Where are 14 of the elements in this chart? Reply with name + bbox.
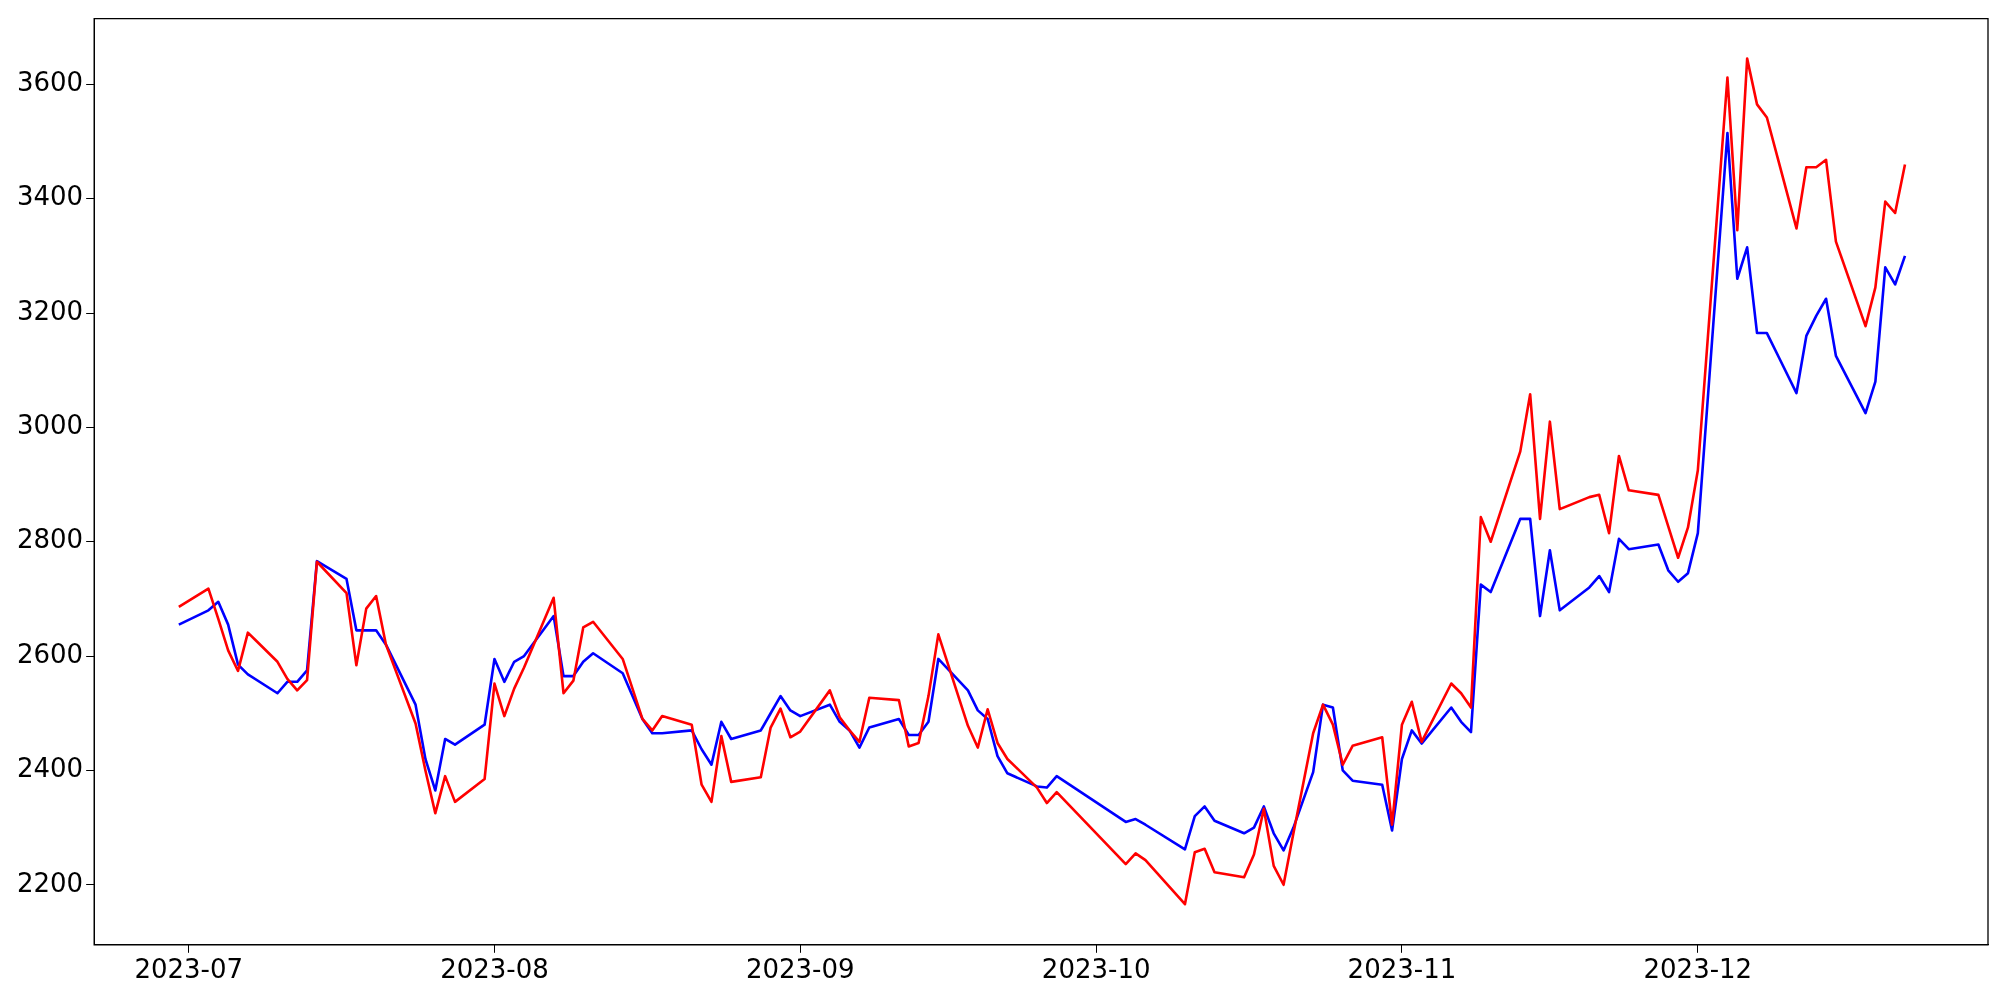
y-tick-label: 3600 bbox=[17, 67, 84, 98]
y-tick-label: 3200 bbox=[17, 295, 84, 326]
x-tick-label: 2023-11 bbox=[1347, 954, 1457, 985]
y-tick-label: 3000 bbox=[17, 410, 84, 441]
y-tick-label: 3400 bbox=[17, 181, 84, 212]
y-tick-label: 2800 bbox=[17, 524, 84, 555]
x-tick-label: 2023-07 bbox=[134, 954, 244, 985]
y-tick-label: 2200 bbox=[17, 867, 84, 898]
y-tick-label: 2600 bbox=[17, 638, 84, 669]
x-tick-label: 2023-08 bbox=[440, 954, 549, 985]
x-tick-label: 2023-12 bbox=[1643, 954, 1753, 985]
y-tick-label: 2400 bbox=[17, 753, 84, 784]
x-tick-label: 2023-09 bbox=[745, 954, 855, 985]
x-tick-label: 2023-10 bbox=[1041, 954, 1151, 985]
